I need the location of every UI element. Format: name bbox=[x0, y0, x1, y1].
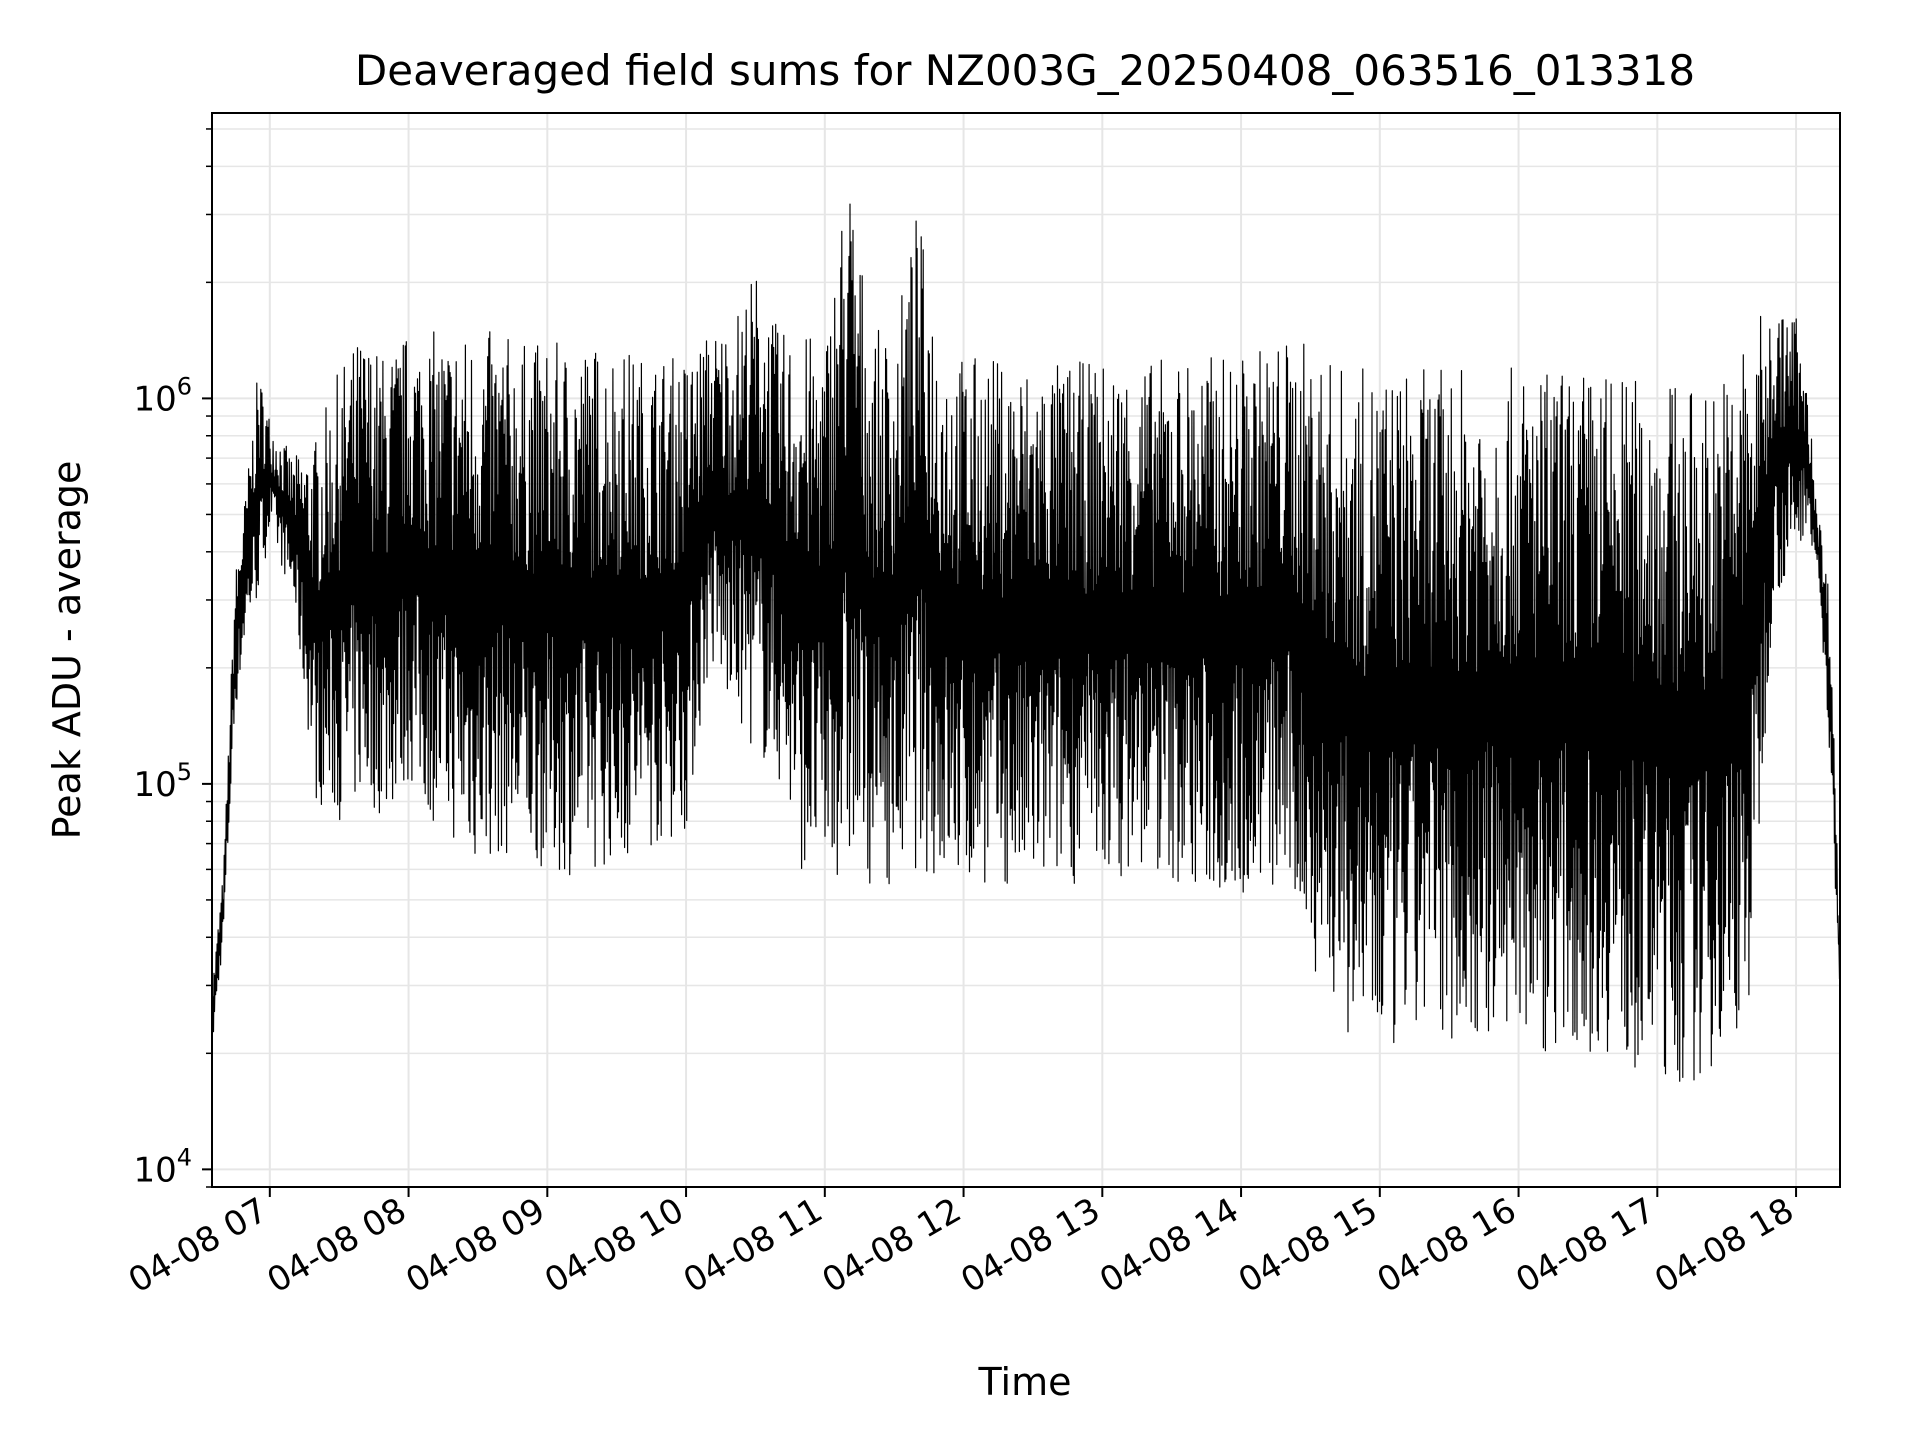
y-tick-label: 106 bbox=[133, 372, 192, 419]
x-tick-label: 04-08 11 bbox=[677, 1190, 829, 1301]
x-tick-label: 04-08 18 bbox=[1648, 1190, 1800, 1301]
y-tick-base: 10 bbox=[133, 1150, 176, 1190]
y-tick-base: 10 bbox=[133, 765, 176, 805]
y-tick-exponent: 4 bbox=[177, 1143, 192, 1171]
x-tick-label: 04-08 08 bbox=[261, 1190, 413, 1301]
y-tick-base: 10 bbox=[133, 379, 176, 419]
y-tick-exponent: 6 bbox=[177, 372, 192, 400]
x-tick-label: 04-08 15 bbox=[1232, 1190, 1384, 1301]
series-line bbox=[211, 203, 1841, 1082]
x-tick-label: 04-08 09 bbox=[399, 1190, 551, 1301]
y-axis-label: Peak ADU - average bbox=[45, 461, 89, 840]
x-tick-label: 04-08 17 bbox=[1509, 1190, 1661, 1301]
x-tick-label: 04-08 07 bbox=[122, 1190, 274, 1301]
y-tick-exponent: 5 bbox=[177, 758, 192, 786]
plot-frame bbox=[211, 112, 1841, 1188]
chart-title: Deaveraged field sums for NZ003G_2025040… bbox=[355, 46, 1695, 95]
x-axis-label: Time bbox=[978, 1360, 1072, 1404]
x-tick-label: 04-08 13 bbox=[954, 1190, 1106, 1301]
y-tick-label: 105 bbox=[133, 758, 192, 805]
x-tick-label: 04-08 10 bbox=[538, 1190, 690, 1301]
x-tick-label: 04-08 16 bbox=[1371, 1190, 1523, 1301]
y-tick-label: 104 bbox=[133, 1143, 192, 1190]
series-layer bbox=[211, 203, 1841, 1082]
x-tick-label: 04-08 12 bbox=[816, 1190, 968, 1301]
x-tick-label: 04-08 14 bbox=[1093, 1190, 1245, 1301]
